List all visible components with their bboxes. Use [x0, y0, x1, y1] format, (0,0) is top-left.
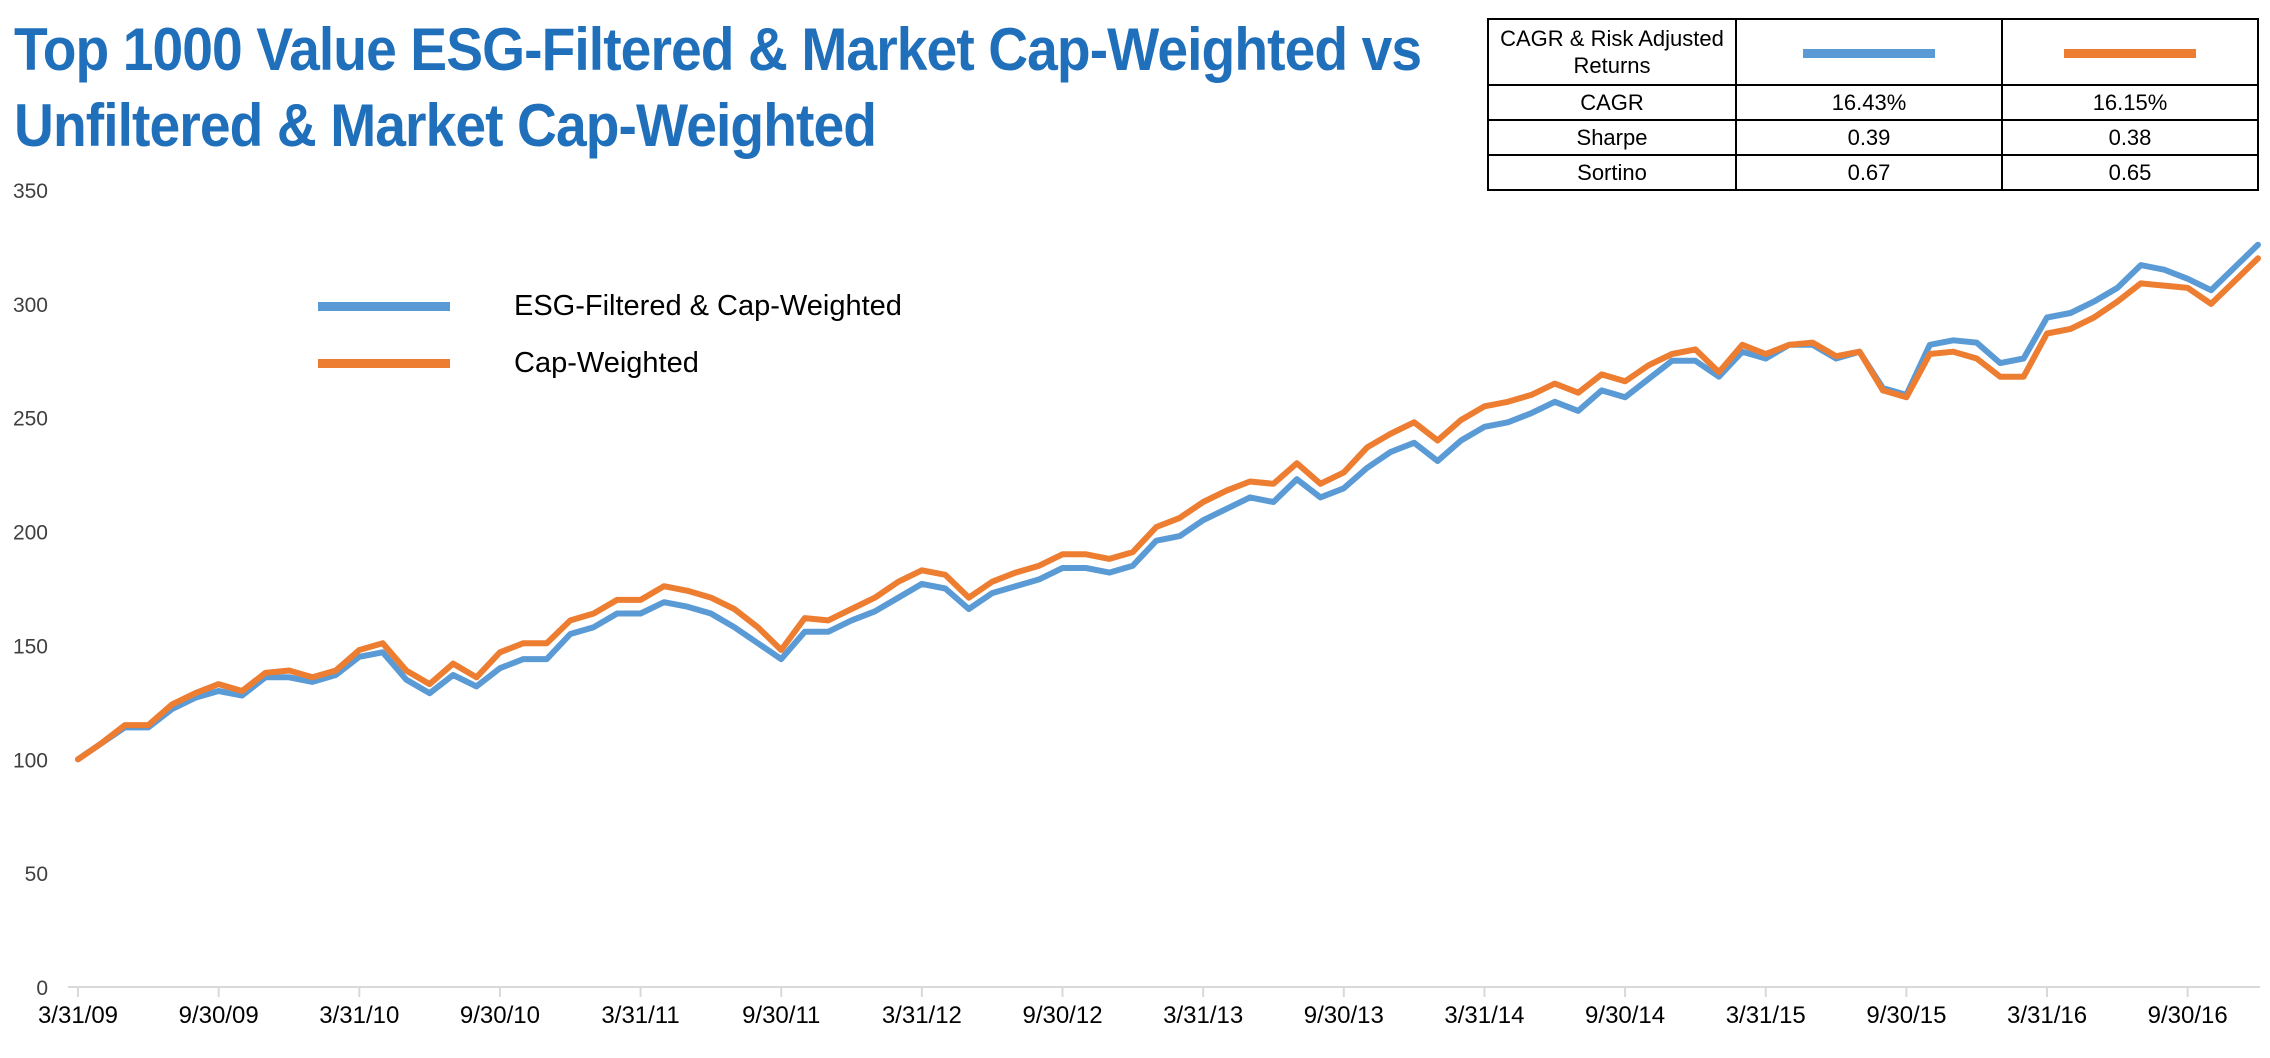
stats-table-row-cagr: CAGR 16.43% 16.15%	[1487, 84, 2259, 121]
y-tick-label: 200	[13, 522, 48, 545]
y-tick-label: 250	[13, 408, 48, 431]
stats-table-header-label: CAGR & Risk Adjusted Returns	[1487, 18, 1737, 86]
stats-table-row-sharpe: Sharpe 0.39 0.38	[1487, 119, 2259, 156]
x-tick-label: 9/30/16	[2148, 1002, 2228, 1029]
esg-series-swatch	[1803, 49, 1935, 59]
x-tick-label: 9/30/11	[742, 1002, 820, 1029]
stats-table-header-row: CAGR & Risk Adjusted Returns	[1487, 18, 2259, 86]
legend-esg-line	[318, 302, 450, 311]
legend-cap-label: Cap-Weighted	[514, 347, 699, 379]
series-line-cap-weighted	[75, 255, 2261, 763]
stats-esg-value: 16.43%	[1735, 84, 2003, 121]
x-tick-label: 3/31/16	[2007, 1002, 2087, 1029]
legend-esg-label: ESG-Filtered & Cap-Weighted	[514, 290, 902, 322]
x-tick-label: 9/30/10	[460, 1002, 540, 1029]
y-tick-label: 0	[36, 977, 48, 1000]
chart-legend: ESG-Filtered & Cap-Weighted Cap-Weighted	[318, 278, 902, 392]
stats-cap-value: 0.38	[2001, 119, 2259, 156]
y-tick-label: 50	[25, 863, 48, 886]
x-tick-label: 3/31/09	[38, 1002, 118, 1029]
chart-title: Top 1000 Value ESG-Filtered & Market Cap…	[14, 12, 1422, 164]
x-tick-label: 9/30/14	[1585, 1002, 1665, 1029]
x-tick-label: 3/31/14	[1444, 1002, 1524, 1029]
stats-table: CAGR & Risk Adjusted Returns CAGR 16.43%…	[1487, 18, 2259, 191]
x-tick-label: 9/30/15	[1866, 1002, 1946, 1029]
stats-table-cap-swatch-cell	[2001, 18, 2259, 86]
legend-item-cap: Cap-Weighted	[318, 335, 902, 392]
x-tick-label: 9/30/09	[179, 1002, 259, 1029]
y-tick-label: 150	[13, 635, 48, 658]
x-tick-label: 3/31/13	[1163, 1002, 1243, 1029]
x-tick-label: 3/31/11	[601, 1002, 679, 1029]
chart-title-line-1: Top 1000 Value ESG-Filtered & Market Cap…	[14, 16, 1422, 83]
y-tick-label: 100	[13, 749, 48, 772]
stats-table-esg-swatch-cell	[1735, 18, 2003, 86]
y-tick-label: 350	[13, 180, 48, 203]
stats-row-label: Sortino	[1487, 154, 1737, 191]
legend-item-esg: ESG-Filtered & Cap-Weighted	[318, 278, 902, 335]
legend-cap-line	[318, 359, 450, 368]
stats-table-row-sortino: Sortino 0.67 0.65	[1487, 154, 2259, 191]
chart-title-line-2: Unfiltered & Market Cap-Weighted	[14, 92, 877, 159]
x-tick-label: 9/30/13	[1304, 1002, 1384, 1029]
x-tick-label: 3/31/12	[882, 1002, 962, 1029]
stats-row-label: CAGR	[1487, 84, 1737, 121]
cap-series-swatch	[2064, 49, 2196, 59]
x-tick-label: 3/31/10	[319, 1002, 399, 1029]
y-tick-label: 300	[13, 294, 48, 317]
stats-esg-value: 0.39	[1735, 119, 2003, 156]
stats-esg-value: 0.67	[1735, 154, 2003, 191]
stats-cap-value: 16.15%	[2001, 84, 2259, 121]
x-tick-label: 9/30/12	[1022, 1002, 1102, 1029]
stats-cap-value: 0.65	[2001, 154, 2259, 191]
x-tick-label: 3/31/15	[1726, 1002, 1806, 1029]
stats-row-label: Sharpe	[1487, 119, 1737, 156]
